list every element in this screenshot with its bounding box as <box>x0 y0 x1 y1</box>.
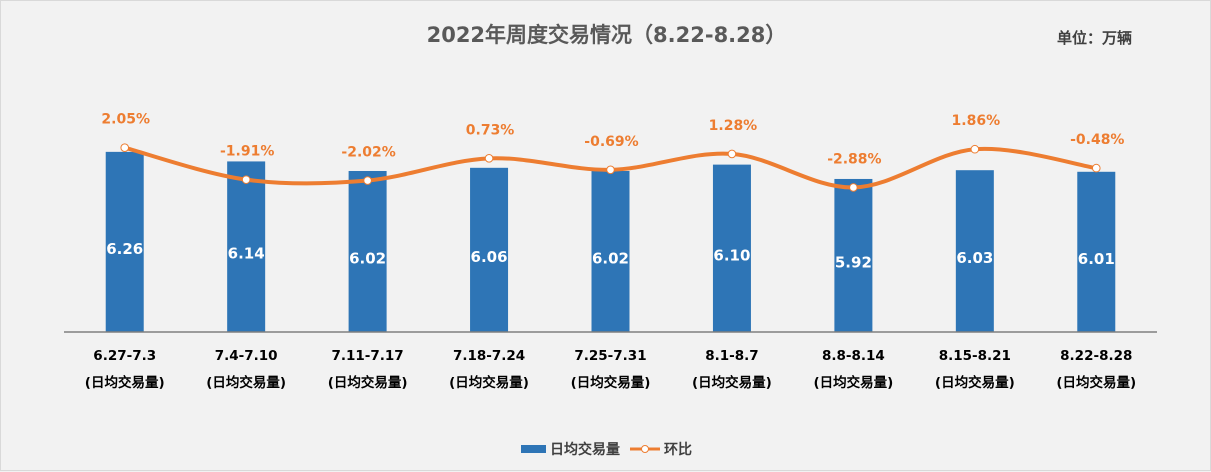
bar-value-label: 6.26 <box>106 240 143 258</box>
bar <box>955 170 994 332</box>
x-tick-label: 6.27-7.3 <box>93 348 156 364</box>
line-point <box>1091 163 1101 173</box>
chart-title: 2022年周度交易情况（8.22-8.28） <box>426 23 787 47</box>
bar-value-label: 6.03 <box>956 249 993 267</box>
legend-line-label: 环比 <box>664 442 692 458</box>
x-tick-sublabel: (日均交易量) <box>449 374 529 391</box>
bar <box>227 161 266 332</box>
legend-item-bar[interactable]: 日均交易量 <box>521 439 620 459</box>
x-tick-sublabel: (日均交易量) <box>206 374 286 391</box>
bar-value-label: 6.10 <box>713 246 750 264</box>
legend-line-swatch <box>630 445 660 453</box>
line-value-label: 2.05% <box>101 112 150 128</box>
line-value-label: -2.88% <box>827 151 881 167</box>
unit-label: 单位：万辆 <box>1056 29 1132 47</box>
bar-value-label: 6.02 <box>349 249 386 267</box>
x-tick-label: 7.18-7.24 <box>453 348 525 364</box>
line-point <box>970 144 980 154</box>
line-point <box>727 149 737 159</box>
line-point <box>849 183 858 192</box>
line-point <box>241 175 251 184</box>
x-tick-label: 8.22-8.28 <box>1060 348 1132 364</box>
legend-bar-swatch <box>521 445 546 453</box>
x-tick-sublabel: (日均交易量) <box>692 374 772 391</box>
bar <box>591 170 630 332</box>
bar <box>105 151 144 332</box>
line-value-label: -1.91% <box>220 144 274 160</box>
x-tick-label: 7.11-7.17 <box>331 348 403 364</box>
x-tick-sublabel: (日均交易量) <box>1056 374 1136 391</box>
line-value-label: 1.28% <box>709 118 758 134</box>
bar-value-label: 5.92 <box>835 253 872 271</box>
bar <box>470 167 509 332</box>
bar <box>1077 171 1116 332</box>
legend: 日均交易量 环比 <box>1 439 1211 459</box>
bar-value-label: 6.01 <box>1078 250 1115 268</box>
bar <box>834 178 873 332</box>
bar-value-label: 6.06 <box>471 248 508 266</box>
x-tick-sublabel: (日均交易量) <box>935 374 1015 391</box>
x-tick-label: 8.1-8.7 <box>705 348 758 364</box>
legend-item-line[interactable]: 环比 <box>630 439 692 459</box>
line-value-label: -0.69% <box>584 134 638 150</box>
x-tick-sublabel: (日均交易量) <box>813 374 893 391</box>
x-tick-label: 7.4-7.10 <box>215 348 278 364</box>
line-value-label: 1.86% <box>952 113 1001 129</box>
x-tick-sublabel: (日均交易量) <box>85 374 165 391</box>
line-point <box>606 165 615 175</box>
legend-bar-label: 日均交易量 <box>550 442 620 458</box>
x-tick-sublabel: (日均交易量) <box>571 374 651 391</box>
x-tick-label: 8.8-8.14 <box>822 348 885 364</box>
bar-value-label: 6.02 <box>592 249 629 267</box>
x-tick-label: 8.15-8.21 <box>939 348 1011 364</box>
line-value-label: 0.73% <box>466 122 515 138</box>
x-tick-sublabel: (日均交易量) <box>328 374 408 391</box>
line-point <box>484 154 494 163</box>
bar <box>712 164 751 332</box>
line-value-label: -2.02% <box>341 145 395 161</box>
line-point <box>363 176 372 185</box>
line-point <box>120 143 130 153</box>
line-value-label: -0.48% <box>1070 132 1124 148</box>
bar-value-label: 6.14 <box>228 245 265 263</box>
bar <box>348 170 387 332</box>
x-tick-label: 7.25-7.31 <box>574 348 646 364</box>
